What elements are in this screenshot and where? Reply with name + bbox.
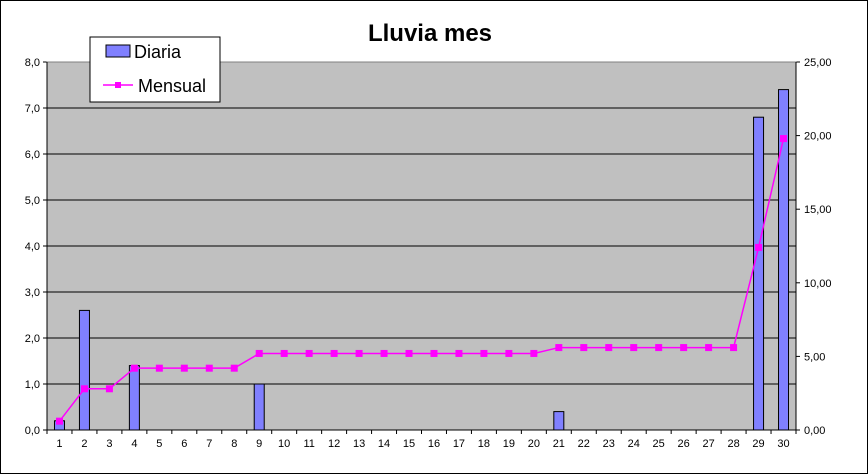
chart-title: Lluvia mes [368,20,492,47]
left-tick-label: 2,0 [25,333,40,345]
point-mensual [55,417,63,425]
point-mensual [230,364,238,372]
x-tick-label: 1 [56,438,62,450]
point-mensual [380,349,388,357]
x-tick-label: 11 [303,438,314,450]
right-tick-label: 15,00 [804,204,832,216]
x-tick-label: 21 [553,438,565,450]
x-tick-label: 12 [328,438,340,450]
point-mensual [605,344,613,352]
x-tick-label: 18 [478,438,490,450]
x-tick-label: 26 [678,438,690,450]
x-tick-label: 30 [777,438,789,450]
point-mensual [355,349,363,357]
x-tick-label: 23 [603,438,615,450]
x-tick-label: 15 [403,438,415,450]
point-mensual [305,349,313,357]
point-mensual [180,364,188,372]
left-tick-label: 4,0 [25,241,40,253]
point-mensual [730,344,738,352]
left-tick-label: 7,0 [25,103,40,115]
point-mensual [705,344,713,352]
x-tick-label: 22 [578,438,590,450]
bar-diaria [778,89,790,431]
left-tick-label: 3,0 [25,287,40,299]
x-tick-label: 13 [353,438,365,450]
x-tick-label: 2 [81,438,87,450]
x-tick-label: 5 [156,438,162,450]
point-mensual [280,349,288,357]
x-tick-label: 20 [528,438,540,450]
plot-area: 0,0 1,0 2,0 3,0 4,0 5,0 6,0 7,0 8,0 0,00 5,00 10,00… [25,57,832,450]
right-tick-label: 10,00 [804,278,832,290]
bar-diaria [78,309,90,431]
bar-diaria [253,383,265,431]
point-mensual [580,344,588,352]
x-tick-label: 10 [278,438,290,450]
point-mensual [480,349,488,357]
bar-diaria [553,411,565,431]
legend-marker-mensual [115,82,121,88]
point-mensual [680,344,688,352]
point-mensual [505,349,513,357]
point-mensual [780,135,788,143]
right-tick-label: 20,00 [804,131,832,143]
x-tick-label: 8 [231,438,237,450]
point-mensual [555,344,563,352]
x-tick-label: 24 [628,438,640,450]
x-tick-label: 9 [256,438,262,450]
x-tick-label: 28 [727,438,739,450]
point-mensual [530,349,538,357]
point-mensual [330,349,338,357]
right-tick-label: 25,00 [804,57,832,69]
x-tick-label: 14 [378,438,390,450]
right-tick-label: 5,00 [804,351,825,363]
left-tick-label: 8,0 [25,57,40,69]
point-mensual [630,344,638,352]
point-mensual [255,349,263,357]
point-mensual [80,385,88,393]
x-tick-label: 19 [503,438,515,450]
point-mensual [755,243,763,251]
left-tick-label: 0,0 [25,425,40,437]
bar-diaria [128,365,140,431]
bar-diaria [753,116,765,431]
right-tick-label: 0,00 [804,425,825,437]
legend-label-mensual: Mensual [138,76,206,96]
left-tick-label: 1,0 [25,379,40,391]
legend: Diaria Mensual [89,36,221,103]
x-tick-label: 4 [131,438,137,450]
legend-swatch-diaria [105,44,131,58]
x-tick-label: 27 [702,438,714,450]
point-mensual [655,344,663,352]
left-tick-label: 6,0 [25,149,40,161]
x-tick-label: 7 [206,438,212,450]
legend-label-diaria: Diaria [134,42,182,62]
point-mensual [205,364,213,372]
x-tick-label: 17 [453,438,465,450]
line-mensual [58,138,785,422]
point-mensual [105,385,113,393]
x-tick-label: 16 [428,438,440,450]
point-mensual [405,349,413,357]
point-mensual [155,364,163,372]
x-tick-label: 3 [106,438,112,450]
x-tick-label: 6 [181,438,187,450]
left-tick-label: 5,0 [25,195,40,207]
point-mensual [455,349,463,357]
x-tick-label: 29 [752,438,764,450]
point-mensual [430,349,438,357]
x-tick-label: 25 [653,438,665,450]
point-mensual [130,364,138,372]
